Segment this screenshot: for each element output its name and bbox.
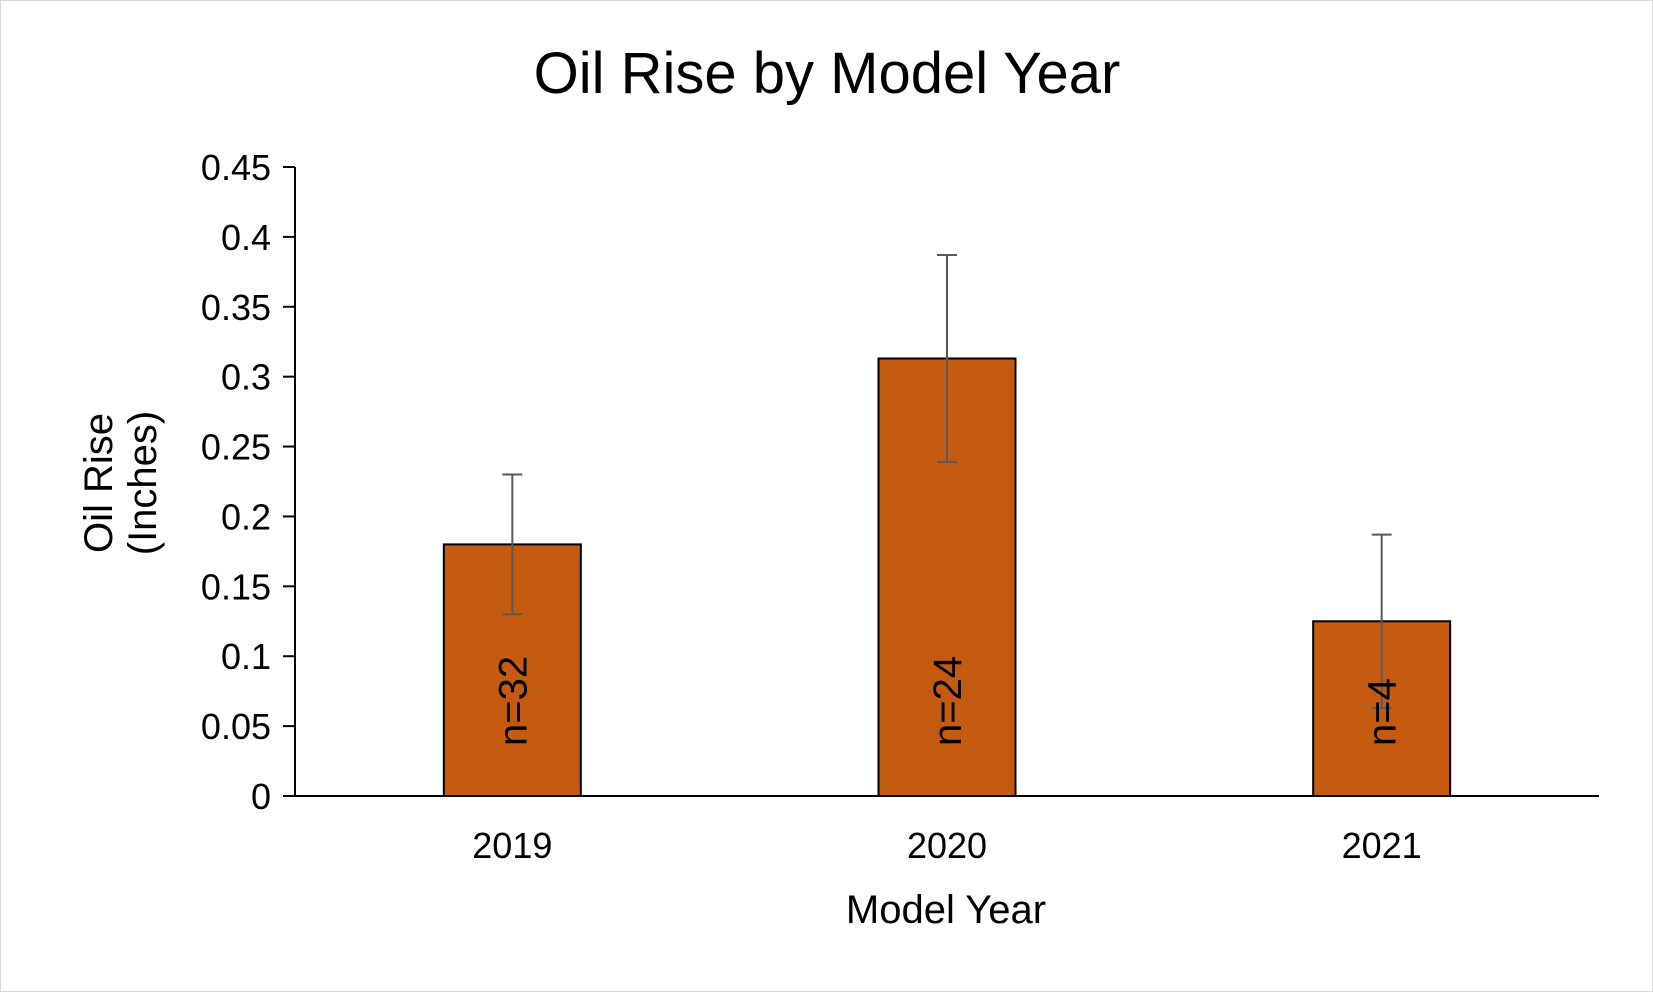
y-tick-label: 0.15 (201, 566, 271, 607)
x-tick-label-2021: 2021 (1342, 825, 1422, 866)
y-tick-label: 0.4 (221, 217, 271, 258)
y-tick-label: 0.1 (221, 636, 271, 677)
y-tick-label: 0.25 (201, 427, 271, 468)
bar-data-label-2019: n=32 (491, 656, 535, 746)
bar-data-label-2021: n=4 (1361, 678, 1405, 746)
y-tick-label: 0.2 (221, 496, 271, 537)
chart-title: Oil Rise by Model Year (534, 41, 1121, 106)
x-tick-label-2019: 2019 (472, 825, 552, 866)
y-tick-label: 0.45 (201, 147, 271, 188)
x-axis-title: Model Year (846, 888, 1046, 932)
plot-area: 0 0.05 0.1 0.15 0.2 0.25 0.3 0.35 0.4 0.45 n=32 201… (201, 147, 1599, 866)
y-axis-title-line-2: (Inches) (121, 411, 165, 556)
y-tick-label: 0.35 (201, 287, 271, 328)
y-axis-title: Oil Rise (Inches) (77, 411, 165, 556)
bar-data-label-2020: n=24 (926, 656, 970, 746)
x-tick-label-2020: 2020 (907, 825, 987, 866)
y-tick-label: 0.05 (201, 706, 271, 747)
y-axis-title-line-1: Oil Rise (77, 413, 121, 553)
y-tick-label: 0.3 (221, 357, 271, 398)
y-tick-label: 0 (251, 776, 271, 817)
